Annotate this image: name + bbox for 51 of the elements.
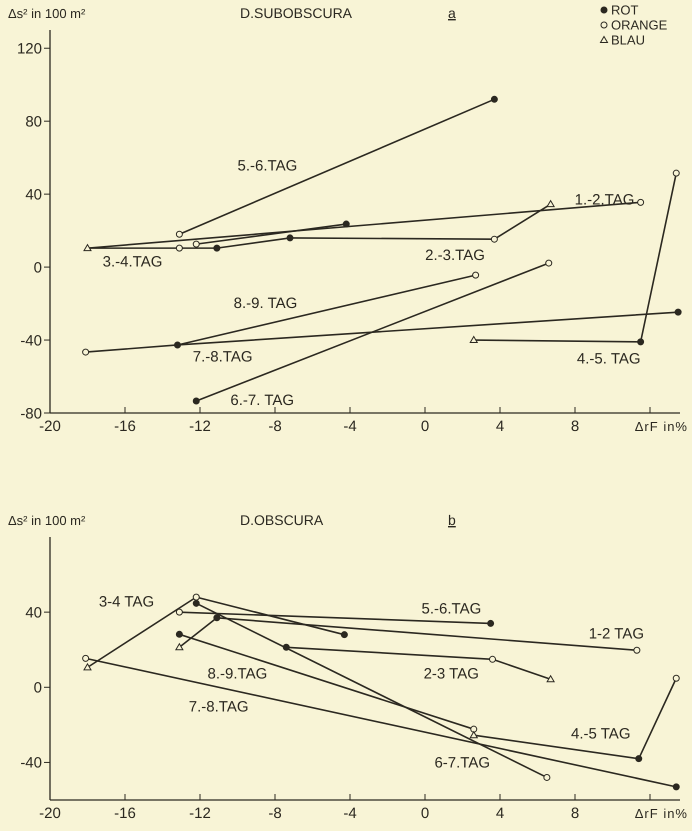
x-tick-label: -4 <box>343 418 357 435</box>
series-label: 8.-9.TAG <box>208 666 268 683</box>
chart-subtitle: b <box>448 512 456 528</box>
y-tick-label: 40 <box>25 604 42 622</box>
series-label: 4.-5 TAG <box>571 725 630 742</box>
y-tick-label: 0 <box>34 680 42 697</box>
series-label: 2.-3.TAG <box>425 247 485 264</box>
y-axis-title: Δs² in 100 m² <box>8 6 86 21</box>
series-label: 7.-8.TAG <box>192 348 252 366</box>
x-tick-label: 0 <box>420 805 430 822</box>
x-tick-label: 4 <box>496 418 504 435</box>
series-label: 4.-5. TAG <box>576 350 641 368</box>
x-tick-label: -4 <box>343 805 357 822</box>
x-tick-label: 0 <box>420 418 430 435</box>
y-tick-label: 0 <box>34 259 42 276</box>
series-label: 5.-6.TAG <box>422 600 482 618</box>
y-tick-label: -40 <box>20 754 42 772</box>
x-tick-label: -20 <box>39 805 61 822</box>
series-label: 8.-9. TAG <box>234 295 298 312</box>
chart-title: D.OBSCURA <box>240 512 324 528</box>
x-tick-label: 4 <box>496 805 504 822</box>
legend-label: BLAU <box>611 32 645 48</box>
legend-label: ROT <box>611 2 638 18</box>
y-tick-label: 40 <box>25 186 42 204</box>
x-axis-title: ΔrF in% <box>634 806 688 821</box>
x-tick-label: -16 <box>114 418 136 435</box>
series-label: 2-3 TAG <box>424 666 479 683</box>
x-tick-label: -12 <box>189 418 211 435</box>
x-tick-label: 8 <box>570 805 580 822</box>
x-tick-label: -12 <box>189 805 211 822</box>
x-tick-label: -16 <box>114 805 136 822</box>
y-tick-label: -40 <box>20 332 42 350</box>
series-label: 3-4 TAG <box>98 594 154 611</box>
chart-subtitle: a <box>448 5 456 21</box>
x-tick-label: -8 <box>268 418 282 435</box>
y-tick-label: 120 <box>16 40 42 58</box>
x-tick-label: -8 <box>268 805 282 822</box>
series-label: 3.-4.TAG <box>102 253 162 270</box>
legend-label: ORANGE <box>611 18 668 33</box>
y-tick-label: -80 <box>20 405 42 422</box>
series-label: 1-2 TAG <box>588 626 644 643</box>
y-axis-title: Δs² in 100 m² <box>8 513 86 528</box>
chart-title: D.SUBOBSCURA <box>240 5 353 21</box>
x-tick-label: -20 <box>39 418 61 435</box>
series-label: 5.-6.TAG <box>238 158 298 175</box>
x-tick-label: 8 <box>570 418 580 435</box>
x-axis-title: ΔrF in% <box>634 419 688 434</box>
series-label: 6.-7. TAG <box>230 392 294 410</box>
series-label: 7.-8.TAG <box>188 698 248 716</box>
series-label: 6-7.TAG <box>434 754 490 772</box>
y-tick-label: 80 <box>25 113 42 130</box>
